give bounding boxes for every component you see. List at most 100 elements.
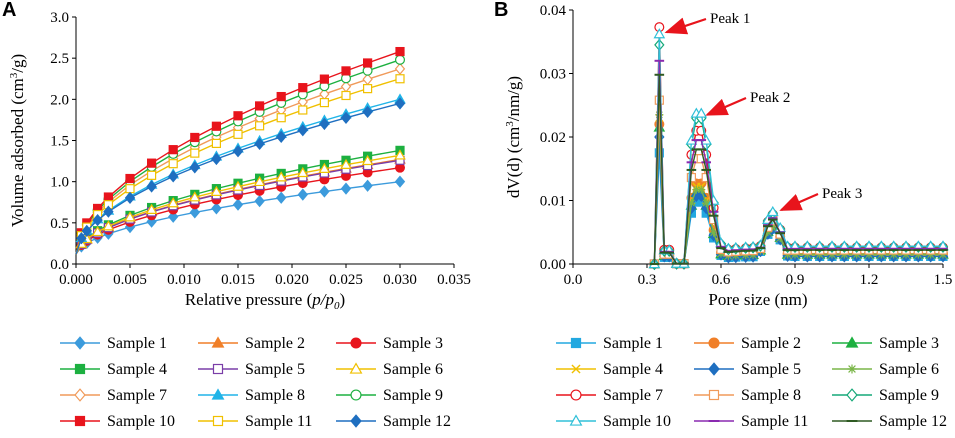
panel-a-point-sample-10 — [319, 74, 329, 84]
panel-a-legend-marker-sample-2 — [211, 336, 225, 348]
panel-a-point-sample-11 — [168, 159, 178, 169]
panel-a-point-sample-11 — [363, 84, 373, 94]
panel-b-point-sample-10 — [653, 28, 666, 39]
panel-a-point-sample-10 — [190, 132, 200, 143]
panel-a-point-sample-1 — [276, 191, 287, 204]
panel-b-x-tick-label: 0.0 — [564, 272, 583, 288]
panel-b-letter: B — [494, 0, 508, 21]
panel-b-legend-marker-sample-6 — [847, 364, 857, 374]
panel-a-point-sample-10 — [276, 91, 286, 102]
panel-a-point-sample-12 — [340, 111, 352, 124]
panel-a-legend-marker-sample-3 — [350, 337, 362, 349]
panel-a-y-axis-title: Volume adsorbed (cm3/g) — [8, 54, 27, 227]
panel-a-point-sample-6 — [340, 158, 352, 169]
panel-a-point-sample-1 — [211, 202, 222, 215]
panel-a-point-sample-6 — [210, 185, 223, 196]
panel-a-series-sample-3 — [75, 162, 406, 255]
panel-a-legend-marker-sample-7 — [74, 388, 86, 402]
panel-b-peak-arrow-3 — [779, 192, 819, 212]
panel-a-legend-label-sample-4: Sample 4 — [107, 361, 167, 378]
panel-b-legend-label-sample-3: Sample 3 — [879, 335, 939, 352]
panel-b-y-tick-label: 0.03 — [540, 67, 566, 83]
panel-a-point-sample-6 — [296, 166, 309, 178]
panel-b-y-axis-title: dV(d) (cm3/nm/g) — [504, 76, 523, 198]
panel-b-point-sample-6 — [697, 185, 706, 194]
panel-a-legend-label-sample-11: Sample 11 — [245, 413, 312, 430]
panel-b-legend-marker-sample-9 — [846, 388, 858, 402]
panel-a-point-sample-6 — [232, 180, 244, 191]
panel-b-legend-marker-sample-8 — [708, 389, 720, 401]
panel-a-y-tick-label: 1.0 — [50, 175, 69, 191]
panel-a-point-sample-10 — [103, 192, 114, 202]
panel-b-legend-label-sample-9: Sample 9 — [879, 387, 939, 404]
panel-a-legend-marker-sample-12 — [350, 414, 362, 428]
panel-b-peak-label-1: Peak 1 — [710, 11, 750, 27]
panel-a-point-sample-12 — [232, 145, 244, 158]
panel-a-line-sample-7 — [75, 68, 401, 255]
panel-a-point-sample-6 — [145, 203, 158, 214]
panel-b-legend-label-sample-1: Sample 1 — [603, 335, 663, 352]
panel-b-peak-label-3: Peak 3 — [822, 186, 862, 202]
panel-b-legend-label-sample-4: Sample 4 — [603, 361, 663, 378]
panel-a-line-sample-11 — [75, 78, 401, 255]
panel-a-point-sample-10 — [341, 66, 351, 76]
panel-a-legend-marker-sample-9 — [350, 389, 362, 401]
panel-b-legend-label-sample-2: Sample 2 — [741, 335, 801, 352]
panel-a-point-sample-1 — [340, 182, 352, 195]
panel-a-point-sample-7 — [394, 62, 406, 75]
panel-a-point-sample-12 — [319, 117, 330, 131]
panel-b-peak-arrow-1 — [664, 17, 707, 35]
panel-b-x-tick-label: 0.3 — [638, 272, 657, 288]
panel-a-legend-marker-sample-1 — [74, 336, 86, 350]
panel-b-legend-marker-sample-4 — [571, 364, 581, 374]
panel-a-legend-label-sample-3: Sample 3 — [383, 335, 443, 352]
panel-a-point-sample-12 — [146, 180, 157, 193]
panel-a-point-sample-11 — [233, 129, 243, 139]
panel-a-point-sample-6 — [361, 154, 374, 166]
panel-b-legend-label-sample-6: Sample 6 — [879, 361, 939, 378]
panel-a-point-sample-11 — [147, 170, 157, 180]
panel-b-line-sample-7 — [653, 27, 944, 265]
panel-a-point-sample-12 — [297, 124, 308, 137]
panel-a-y-tick-label: 2.0 — [50, 92, 69, 108]
panel-a-point-sample-10 — [255, 101, 265, 111]
panel-a-legend-marker-sample-4 — [74, 363, 86, 375]
panel-b-legend-marker-sample-7 — [570, 389, 582, 401]
panel-b-legend-marker-sample-3 — [845, 336, 859, 348]
panel-b-legend-marker-sample-2 — [708, 337, 720, 349]
panel-a-point-sample-11 — [125, 184, 135, 194]
panel-a-point-sample-12 — [76, 232, 87, 245]
panel-a-legend-label-sample-6: Sample 6 — [383, 361, 443, 378]
panel-b-y-tick-label: 0.00 — [540, 257, 566, 273]
panel-a-point-sample-6 — [91, 225, 104, 237]
panel-a-y-tick-label: 3.0 — [50, 10, 69, 26]
panel-a-point-sample-1 — [394, 175, 406, 188]
panel-a-point-sample-11 — [298, 105, 308, 115]
panel-a-x-tick-label: 0.000 — [59, 272, 93, 288]
panel-a-point-sample-10 — [125, 173, 135, 184]
panel-a-point-sample-11 — [341, 90, 351, 101]
panel-a-x-tick-label: 0.025 — [329, 272, 363, 288]
panel-b-line-sample-10 — [653, 34, 944, 265]
panel-a-x-tick-label: 0.020 — [275, 272, 309, 288]
panel-b-line-sample-6 — [653, 114, 944, 265]
panel-a-series-sample-6 — [75, 149, 406, 255]
panel-a-legend-label-sample-10: Sample 10 — [107, 413, 175, 430]
panel-b-point-sample-5 — [696, 189, 707, 202]
panel-b-series-sample-11 — [649, 59, 948, 265]
panel-a-y-tick-label: 0.5 — [50, 216, 69, 232]
panel-b-legend-label-sample-5: Sample 5 — [741, 361, 801, 378]
panel-a-point-sample-12 — [103, 205, 114, 218]
panel-b-y-tick-label: 0.01 — [540, 194, 566, 210]
panel-b-x-tick-label: 1.2 — [860, 272, 879, 288]
panel-b-legend-label-sample-10: Sample 10 — [603, 413, 671, 430]
panel-b-legend-marker-sample-5 — [708, 362, 720, 376]
panel-a-y-tick-label: 2.5 — [50, 51, 69, 67]
panel-b-point-sample-6 — [709, 228, 718, 237]
panel-a-point-sample-1 — [319, 185, 330, 198]
panel-b-x-axis-title: Pore size (nm) — [708, 290, 807, 309]
panel-a-point-sample-10 — [298, 83, 308, 93]
panel-a-point-sample-10 — [233, 111, 243, 121]
panel-b-legend-label-sample-12: Sample 12 — [879, 413, 947, 430]
